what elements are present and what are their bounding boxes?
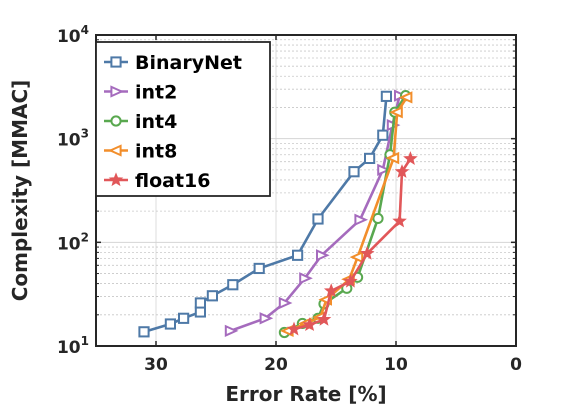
data-point-binarynet — [377, 129, 389, 141]
data-point-int2 — [259, 312, 274, 325]
data-point-binarynet — [206, 290, 219, 302]
data-point-int2 — [316, 249, 330, 262]
data-point-binarynet — [348, 166, 360, 178]
grid — [96, 34, 517, 347]
x-tick-label: 30 — [144, 355, 168, 375]
data-point-float16 — [302, 317, 317, 332]
y-tick-label: 101 — [57, 334, 89, 358]
data-point-int8 — [385, 151, 400, 165]
data-point-binarynet — [164, 318, 177, 330]
legend-marker-int8 — [107, 144, 122, 157]
data-point-float16 — [392, 213, 407, 228]
legend: BinaryNet int2 int4 int8 float16 — [95, 41, 271, 197]
data-point-int2 — [299, 272, 313, 285]
legend-marker-float16 — [108, 172, 124, 187]
legend-label-int4: int4 — [135, 111, 177, 133]
data-point-int2 — [278, 296, 293, 310]
y-tick-label: 104 — [57, 23, 89, 47]
x-axis-label: Error Rate [%] — [225, 382, 386, 406]
data-point-int2 — [354, 213, 369, 226]
legend-box — [95, 41, 271, 197]
data-point-float16 — [343, 273, 358, 288]
series-binarynet — [138, 90, 392, 338]
data-point-float16 — [323, 283, 339, 298]
data-point-float16 — [359, 245, 375, 260]
series-float16 — [286, 151, 418, 336]
legend-marker-int2 — [110, 85, 125, 98]
data-point-binarynet — [227, 279, 239, 291]
legend-label-int2: int2 — [135, 82, 177, 104]
legend-marker-binarynet — [110, 56, 122, 68]
series-layer — [138, 89, 418, 339]
data-point-int4 — [372, 212, 384, 225]
data-point-int2 — [224, 324, 239, 337]
data-point-int2 — [377, 163, 391, 177]
legend-item-int2: int2 — [104, 82, 177, 104]
data-point-binarynet — [194, 306, 207, 318]
data-point-binarynet — [138, 326, 150, 338]
data-point-float16 — [394, 164, 410, 178]
data-point-int8 — [389, 106, 403, 119]
data-point-binarynet — [312, 213, 324, 225]
data-point-binarynet — [380, 90, 392, 102]
y-tick-label: 102 — [57, 230, 89, 254]
legend-item-int8: int8 — [104, 141, 177, 163]
legend-item-binarynet: BinaryNet — [104, 52, 242, 74]
data-point-binarynet — [253, 262, 265, 275]
y-tick-label: 103 — [57, 127, 89, 151]
data-point-int8 — [349, 250, 364, 264]
data-point-binarynet — [178, 312, 190, 324]
data-point-binarynet — [194, 297, 207, 309]
x-tick-label: 20 — [264, 355, 288, 375]
y-axis-label: Complexity [MMAC] — [8, 80, 32, 302]
x-tick-label: 10 — [384, 355, 408, 375]
legend-marker-int4 — [110, 115, 122, 127]
data-point-binarynet — [292, 249, 304, 261]
data-point-float16 — [286, 321, 302, 336]
legend-item-int4: int4 — [104, 111, 177, 133]
data-point-float16 — [403, 151, 418, 165]
data-point-int8 — [398, 91, 413, 104]
legend-item-float16: float16 — [104, 170, 210, 192]
data-point-binarynet — [364, 152, 376, 165]
legend-label-int8: int8 — [135, 141, 177, 163]
legend-label-float16: float16 — [135, 170, 210, 192]
legend-label-binarynet: BinaryNet — [135, 52, 242, 74]
x-tick-label: 0 — [510, 355, 522, 375]
data-point-float16 — [316, 311, 332, 326]
